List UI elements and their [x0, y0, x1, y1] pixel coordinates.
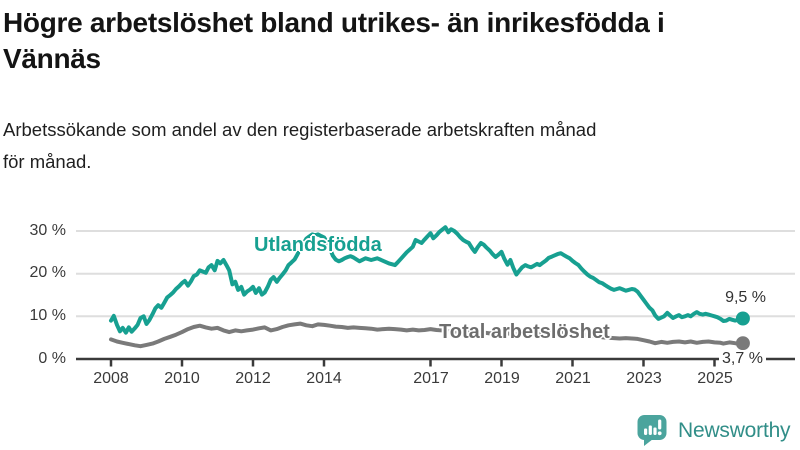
y-axis-label-0: 0 % — [38, 350, 66, 367]
y-axis-label-20: 20 % — [29, 264, 66, 281]
x-axis-label-2019: 2019 — [484, 370, 520, 387]
newsworthy-wordmark: Newsworthy — [678, 418, 791, 442]
x-axis-label-2010: 2010 — [164, 370, 200, 387]
y-axis-label-10: 10 % — [29, 307, 66, 324]
end-value-total-arbetsloshet: 3,7 % — [719, 350, 766, 368]
page-title: Högre arbetslöshet bland utrikes- än inr… — [3, 5, 800, 77]
y-axis-label-30: 30 % — [29, 222, 66, 239]
x-axis-label-2008: 2008 — [93, 370, 129, 387]
end-value-utlandsfodda: 9,5 % — [725, 289, 766, 306]
newsworthy-logo[interactable]: Newsworthy — [636, 414, 791, 447]
x-axis-label-2021: 2021 — [555, 370, 591, 387]
chart-subtitle-line1: Arbetssökande som andel av den registerb… — [3, 119, 597, 140]
x-axis-label-2023: 2023 — [626, 370, 662, 387]
chart-subtitle-line2: för månad. — [3, 151, 92, 172]
chart-subtitle: Arbetssökande som andel av den registerb… — [3, 114, 793, 178]
x-axis-label-2025: 2025 — [697, 370, 733, 387]
page-title-line2: Vännäs — [3, 43, 101, 74]
series-label-utlandsfodda: Utlandsfödda — [254, 234, 382, 256]
x-axis-label-2014: 2014 — [306, 370, 342, 387]
x-axis-label-2012: 2012 — [235, 370, 271, 387]
series-label-total-arbetsloshet: Total arbetslöshet — [439, 321, 610, 343]
page-title-line1: Högre arbetslöshet bland utrikes- än inr… — [3, 7, 665, 38]
x-axis-label-2017: 2017 — [413, 370, 449, 387]
newsworthy-logo-icon — [637, 415, 667, 446]
